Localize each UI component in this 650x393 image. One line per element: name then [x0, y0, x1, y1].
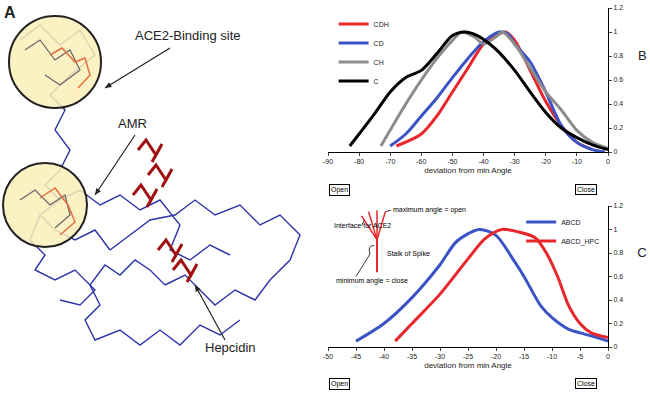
svg-text:minimum angle = close: minimum angle = close [336, 277, 408, 285]
svg-text:ACE2-Binding site: ACE2-Binding site [135, 28, 241, 43]
svg-text:deviation from min Angle: deviation from min Angle [424, 166, 512, 175]
svg-text:CH: CH [374, 59, 384, 66]
svg-text:CDH: CDH [374, 21, 389, 28]
svg-text:Hepcidin: Hepcidin [205, 340, 256, 355]
svg-text:Stalk of Spike: Stalk of Spike [387, 250, 430, 258]
svg-text:0: 0 [606, 353, 610, 360]
svg-text:B: B [638, 48, 647, 63]
svg-text:deviation from min Angle: deviation from min Angle [424, 361, 512, 370]
svg-text:Interface for ACE2: Interface for ACE2 [334, 222, 391, 229]
svg-text:-70: -70 [385, 158, 395, 165]
svg-text:1: 1 [613, 28, 617, 35]
svg-text:-40: -40 [478, 158, 488, 165]
svg-text:0: 0 [606, 158, 610, 165]
svg-text:-5: -5 [577, 353, 583, 360]
svg-text:1.2: 1.2 [613, 202, 623, 209]
svg-text:0.4: 0.4 [613, 296, 623, 303]
svg-text:0.2: 0.2 [613, 320, 623, 327]
svg-text:ABCD_HPC: ABCD_HPC [561, 238, 599, 246]
svg-text:-30: -30 [435, 353, 445, 360]
svg-text:-10: -10 [547, 353, 557, 360]
svg-text:0.2: 0.2 [613, 124, 623, 131]
svg-text:-90: -90 [323, 158, 333, 165]
svg-text:-10: -10 [572, 158, 582, 165]
svg-text:-35: -35 [407, 353, 417, 360]
svg-text:C: C [637, 245, 646, 260]
svg-text:Open: Open [331, 186, 348, 194]
svg-text:-50: -50 [447, 158, 457, 165]
svg-text:0.8: 0.8 [613, 249, 623, 256]
svg-text:-30: -30 [510, 158, 520, 165]
svg-text:-60: -60 [416, 158, 426, 165]
svg-text:0.8: 0.8 [613, 52, 623, 59]
svg-text:Open: Open [331, 380, 348, 388]
svg-text:AMR: AMR [118, 116, 147, 131]
svg-text:-80: -80 [354, 158, 364, 165]
svg-text:0.6: 0.6 [613, 273, 623, 280]
svg-text:-20: -20 [491, 353, 501, 360]
svg-text:0.4: 0.4 [613, 100, 623, 107]
svg-text:Close: Close [577, 380, 595, 387]
svg-text:-15: -15 [519, 353, 529, 360]
svg-text:A: A [4, 4, 16, 21]
svg-text:maximum angle = open: maximum angle = open [393, 206, 466, 214]
svg-text:1: 1 [613, 226, 617, 233]
svg-text:-25: -25 [463, 353, 473, 360]
svg-text:-50: -50 [323, 353, 333, 360]
svg-text:Close: Close [577, 186, 595, 193]
svg-text:0: 0 [613, 148, 617, 155]
svg-text:ABCD: ABCD [561, 219, 580, 226]
svg-text:1.2: 1.2 [613, 4, 623, 11]
svg-text:0: 0 [613, 343, 617, 350]
svg-text:-20: -20 [541, 158, 551, 165]
svg-text:C: C [374, 78, 379, 85]
svg-text:0.6: 0.6 [613, 76, 623, 83]
svg-text:-45: -45 [351, 353, 361, 360]
svg-text:CD: CD [374, 40, 384, 47]
svg-text:-40: -40 [379, 353, 389, 360]
